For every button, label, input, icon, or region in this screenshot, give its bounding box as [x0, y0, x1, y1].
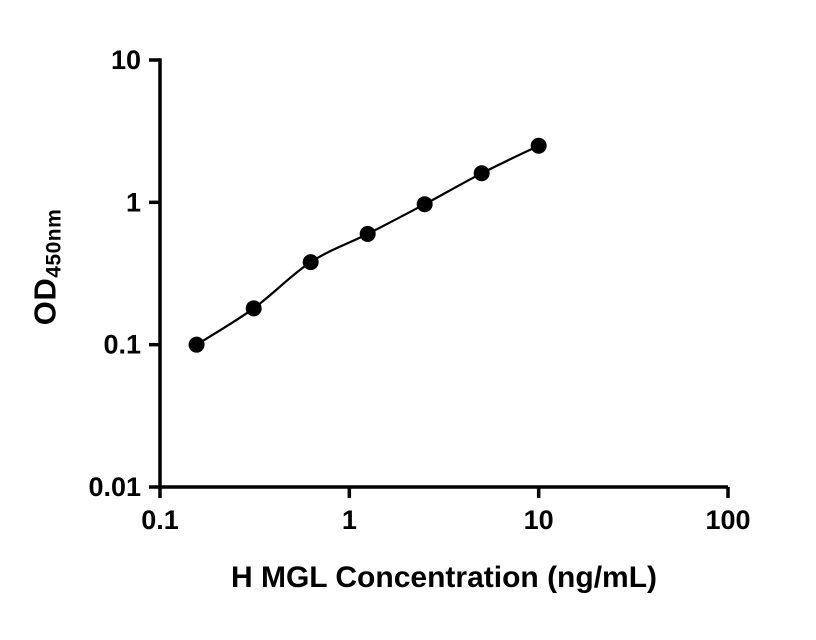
data-point	[530, 137, 547, 154]
x-tick-label: 1	[342, 505, 357, 535]
y-axis-label-main: OD	[27, 277, 63, 326]
y-tick-label: 1	[126, 187, 141, 217]
y-axis-label: OD450nm	[28, 209, 67, 326]
x-tick-label: 100	[705, 505, 750, 535]
data-point	[416, 196, 433, 213]
data-point	[302, 254, 319, 271]
y-tick-label: 10	[111, 45, 141, 75]
data-point	[473, 165, 490, 182]
y-tick-label: 0.01	[88, 472, 141, 502]
y-tick-label: 0.1	[103, 330, 141, 360]
y-axis-label-subscript: 450nm	[42, 208, 66, 278]
x-tick-label: 0.1	[141, 505, 179, 535]
data-point	[188, 336, 205, 353]
x-axis-label: H MGL Concentration (ng/mL)	[230, 561, 658, 594]
data-point	[359, 225, 376, 242]
x-tick-label: 10	[524, 505, 554, 535]
data-point	[245, 300, 262, 317]
